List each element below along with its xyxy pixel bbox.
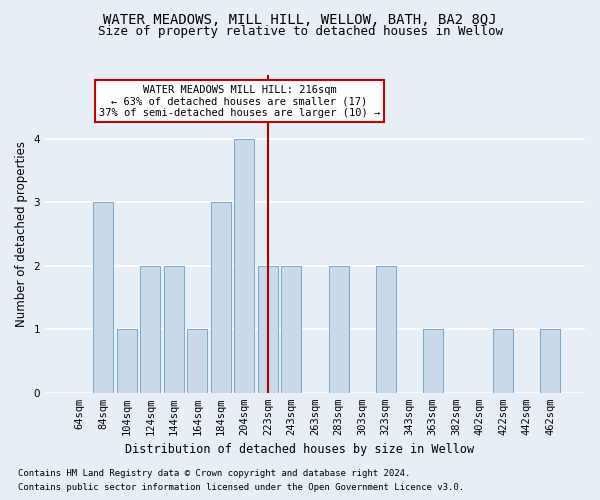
Bar bbox=[235, 138, 254, 392]
Text: Contains public sector information licensed under the Open Government Licence v3: Contains public sector information licen… bbox=[18, 484, 464, 492]
Text: Contains HM Land Registry data © Crown copyright and database right 2024.: Contains HM Land Registry data © Crown c… bbox=[18, 468, 410, 477]
Text: WATER MEADOWS MILL HILL: 216sqm
← 63% of detached houses are smaller (17)
37% of: WATER MEADOWS MILL HILL: 216sqm ← 63% of… bbox=[99, 84, 380, 117]
Bar bbox=[140, 266, 160, 392]
Bar bbox=[93, 202, 113, 392]
Bar bbox=[281, 266, 301, 392]
Y-axis label: Number of detached properties: Number of detached properties bbox=[15, 141, 28, 327]
Text: Distribution of detached houses by size in Wellow: Distribution of detached houses by size … bbox=[125, 442, 475, 456]
Bar bbox=[376, 266, 395, 392]
Bar bbox=[116, 329, 137, 392]
Bar bbox=[423, 329, 443, 392]
Bar bbox=[164, 266, 184, 392]
Bar bbox=[187, 329, 208, 392]
Bar bbox=[258, 266, 278, 392]
Text: WATER MEADOWS, MILL HILL, WELLOW, BATH, BA2 8QJ: WATER MEADOWS, MILL HILL, WELLOW, BATH, … bbox=[103, 12, 497, 26]
Text: Size of property relative to detached houses in Wellow: Size of property relative to detached ho… bbox=[97, 25, 503, 38]
Bar bbox=[541, 329, 560, 392]
Bar bbox=[211, 202, 231, 392]
Bar bbox=[493, 329, 514, 392]
Bar bbox=[329, 266, 349, 392]
